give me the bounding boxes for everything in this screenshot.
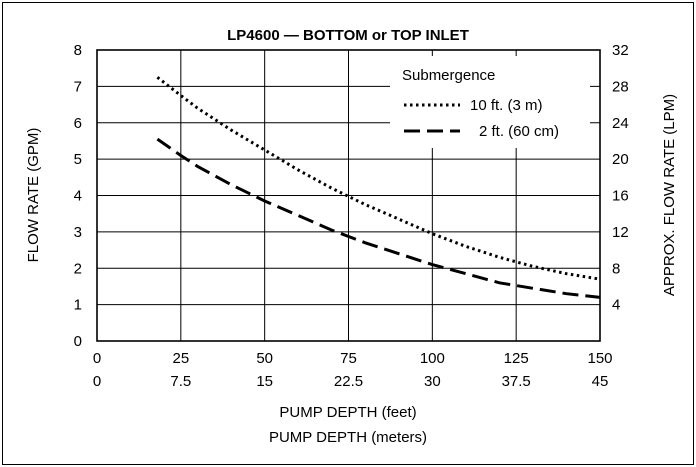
y-tick-gpm-1: 1 bbox=[74, 297, 82, 314]
y-ticks-gpm: 0 1 2 3 4 5 6 7 8 bbox=[74, 42, 82, 350]
x-axis-label-meters: PUMP DEPTH (meters) bbox=[269, 429, 427, 446]
legend-title: Submergence bbox=[402, 67, 495, 84]
grid bbox=[97, 50, 600, 341]
y-tick-gpm-0: 0 bbox=[74, 333, 82, 350]
x-ticks-meters: 0 7.5 15 22.5 30 37.5 45 bbox=[93, 373, 609, 390]
y-tick-gpm-5: 5 bbox=[74, 151, 82, 168]
legend: Submergence 10 ft. (3 m) 2 ft. (60 cm) bbox=[390, 56, 590, 148]
y-axis-label-gpm: FLOW RATE (GPM) bbox=[25, 128, 42, 263]
x-tick-feet-6: 150 bbox=[587, 350, 612, 367]
x-axis-label-feet: PUMP DEPTH (feet) bbox=[279, 404, 416, 421]
y-tick-gpm-2: 2 bbox=[74, 260, 82, 277]
series-line-2ft bbox=[156, 137, 601, 299]
chart-title: LP4600 — BOTTOM or TOP INLET bbox=[227, 27, 469, 44]
x-ticks-feet: 0 25 50 75 100 125 150 bbox=[93, 350, 613, 367]
y-tick-lpm-0: 4 bbox=[612, 297, 620, 314]
x-tick-meters-3: 22.5 bbox=[334, 373, 363, 390]
y-ticks-lpm: 4 8 12 16 20 24 28 32 bbox=[612, 42, 629, 314]
x-tick-meters-2: 15 bbox=[256, 373, 273, 390]
y-tick-lpm-2: 12 bbox=[612, 224, 629, 241]
y-tick-gpm-8: 8 bbox=[74, 42, 82, 59]
series-layer bbox=[156, 76, 601, 299]
x-tick-meters-0: 0 bbox=[93, 373, 101, 390]
x-tick-feet-3: 75 bbox=[340, 350, 357, 367]
y-tick-lpm-4: 20 bbox=[612, 151, 629, 168]
y-tick-lpm-7: 32 bbox=[612, 42, 629, 59]
x-tick-feet-4: 100 bbox=[420, 350, 445, 367]
x-tick-meters-6: 45 bbox=[592, 373, 609, 390]
x-tick-meters-1: 7.5 bbox=[170, 373, 191, 390]
x-tick-feet-5: 125 bbox=[504, 350, 529, 367]
x-tick-feet-2: 50 bbox=[256, 350, 273, 367]
y-tick-lpm-1: 8 bbox=[612, 260, 620, 277]
legend-box bbox=[390, 56, 590, 148]
y-axis-label-lpm: APPROX. FLOW RATE (LPM) bbox=[661, 94, 678, 296]
y-tick-gpm-4: 4 bbox=[74, 188, 82, 205]
y-tick-gpm-3: 3 bbox=[74, 224, 82, 241]
legend-label-2ft: 2 ft. (60 cm) bbox=[479, 123, 559, 140]
x-tick-meters-5: 37.5 bbox=[502, 373, 531, 390]
y-tick-lpm-6: 28 bbox=[612, 78, 629, 95]
plot-frame bbox=[96, 49, 601, 342]
x-tick-meters-4: 30 bbox=[424, 373, 441, 390]
y-tick-lpm-3: 16 bbox=[612, 188, 629, 205]
x-tick-feet-1: 25 bbox=[172, 350, 189, 367]
y-tick-gpm-6: 6 bbox=[74, 115, 82, 132]
x-tick-feet-0: 0 bbox=[93, 350, 101, 367]
legend-label-10ft: 10 ft. (3 m) bbox=[470, 97, 543, 114]
y-tick-lpm-5: 24 bbox=[612, 115, 629, 132]
y-tick-gpm-7: 7 bbox=[74, 78, 82, 95]
